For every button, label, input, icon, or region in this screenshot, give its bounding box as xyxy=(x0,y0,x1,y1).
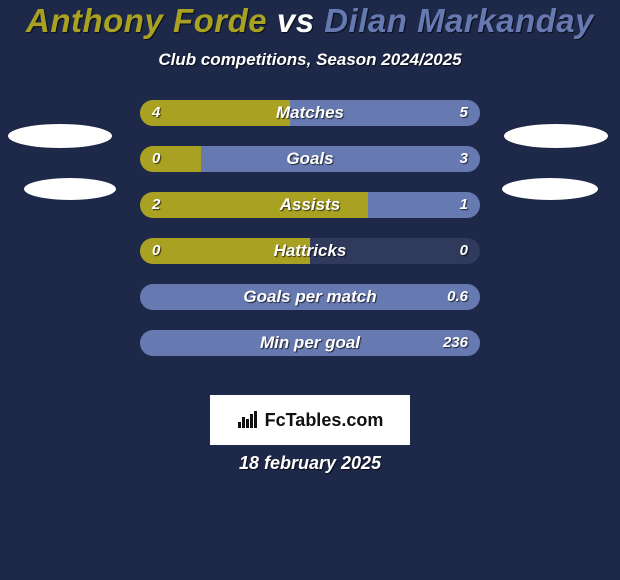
stat-row: Hattricks00 xyxy=(0,238,620,284)
page-title: Anthony Forde vs Dilan Markanday xyxy=(0,2,620,40)
bar-fill-right xyxy=(201,146,480,172)
subtitle: Club competitions, Season 2024/2025 xyxy=(0,50,620,70)
bar-track xyxy=(140,330,480,356)
bar-fill-left xyxy=(140,146,201,172)
title-vs: vs xyxy=(267,2,324,39)
bar-track xyxy=(140,100,480,126)
stat-value-left: 2 xyxy=(152,192,160,218)
bar-track xyxy=(140,238,480,264)
bar-track xyxy=(140,192,480,218)
bar-fill-left xyxy=(140,238,310,264)
stat-value-right: 1 xyxy=(460,192,468,218)
stat-value-left: 0 xyxy=(152,146,160,172)
stat-row: Assists21 xyxy=(0,192,620,238)
stat-value-left: 0 xyxy=(152,238,160,264)
stat-value-right: 3 xyxy=(460,146,468,172)
player2-name: Dilan Markanday xyxy=(324,2,594,39)
comparison-card: Anthony Forde vs Dilan Markanday Club co… xyxy=(0,0,620,580)
date-label: 18 february 2025 xyxy=(0,453,620,474)
bar-track xyxy=(140,284,480,310)
bar-track xyxy=(140,146,480,172)
bar-fill-right xyxy=(290,100,480,126)
bar-fill-left xyxy=(140,100,290,126)
stat-row: Min per goal236 xyxy=(0,330,620,376)
bar-fill-right xyxy=(140,284,480,310)
stat-row: Goals03 xyxy=(0,146,620,192)
stat-value-right: 236 xyxy=(443,330,468,356)
watermark-text: FcTables.com xyxy=(265,410,384,431)
player1-name: Anthony Forde xyxy=(26,2,267,39)
stat-value-left: 4 xyxy=(152,100,160,126)
watermark-logo: FcTables.com xyxy=(210,395,410,445)
stat-value-right: 0.6 xyxy=(447,284,468,310)
stat-value-right: 0 xyxy=(460,238,468,264)
stat-value-right: 5 xyxy=(460,100,468,126)
bar-fill-left xyxy=(140,192,368,218)
stat-row: Goals per match0.6 xyxy=(0,284,620,330)
stat-rows: Matches45Goals03Assists21Hattricks00Goal… xyxy=(0,100,620,376)
bars-icon xyxy=(237,411,259,429)
bar-fill-right xyxy=(140,330,480,356)
stat-row: Matches45 xyxy=(0,100,620,146)
